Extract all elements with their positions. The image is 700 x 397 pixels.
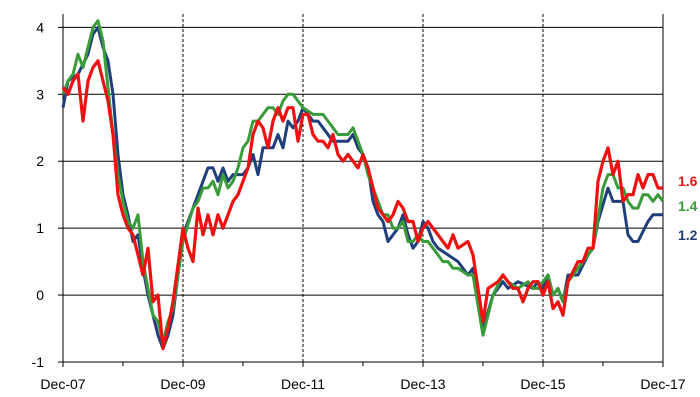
gridlines (63, 14, 663, 363)
y-tick-label: 4 (36, 19, 44, 35)
x-tick-label: Dec-13 (400, 376, 445, 392)
y-tick-label: 3 (36, 86, 44, 102)
y-tick-label: 1 (36, 220, 44, 236)
end-value-label: 1.2 (678, 227, 698, 243)
x-tick-label: Dec-15 (520, 376, 565, 392)
x-tick-label: Dec-09 (160, 376, 205, 392)
end-labels: 1.2 1.4 1.6 (678, 173, 698, 243)
y-tick-label: 2 (36, 153, 44, 169)
end-value-label: 1.6 (678, 173, 698, 189)
y-tick-label: 0 (36, 287, 44, 303)
x-tick-label: Dec-11 (281, 376, 325, 392)
series-lines (61, 19, 665, 351)
end-value-label: 1.4 (678, 198, 698, 214)
series-line-3 (61, 59, 663, 351)
y-tick-label: -1 (32, 354, 45, 370)
x-tick-label: Dec-07 (40, 376, 85, 392)
axes: -1 0 1 2 3 4 Dec-07 Dec-09 Dec-11 Dec-13 Dec-15 Dec… (32, 14, 686, 392)
x-tick-label: Dec-17 (640, 376, 685, 392)
series-line-2 (61, 19, 665, 344)
